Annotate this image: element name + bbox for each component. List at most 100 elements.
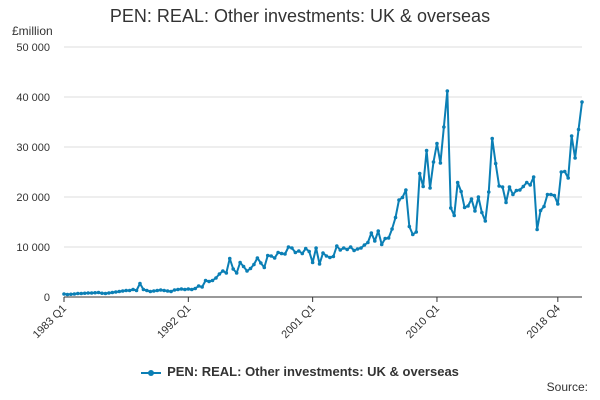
data-point [514, 188, 519, 193]
data-point [172, 288, 177, 292]
y-tick-label: 10 000 [16, 242, 50, 254]
data-point [107, 291, 111, 295]
data-point [341, 246, 346, 250]
data-point [283, 252, 287, 256]
data-point [511, 192, 515, 197]
data-point [127, 288, 132, 293]
y-tick-label: 20 000 [16, 192, 50, 204]
data-point [114, 290, 118, 294]
data-point [179, 287, 184, 291]
x-tick-label: 2001 Q1 [279, 303, 317, 341]
x-axis-ticks: 1983 Q1 1992 Q1 2001 Q1 2010 Q1 2018 Q4 [31, 297, 563, 341]
data-point [569, 134, 574, 138]
legend: PEN: REAL: Other investments: UK & overs… [0, 364, 600, 379]
data-point [234, 271, 239, 275]
data-point [245, 269, 249, 273]
data-point [573, 156, 577, 160]
data-point [317, 262, 322, 266]
data-point [110, 290, 115, 295]
data-point [100, 291, 104, 296]
data-point [169, 289, 173, 294]
data-point [521, 184, 526, 189]
data-point [176, 287, 180, 292]
data-point [293, 250, 298, 255]
data-point [321, 251, 325, 255]
data-point [145, 288, 149, 293]
data-point [117, 289, 122, 294]
data-point [421, 184, 425, 189]
data-point [62, 292, 66, 296]
data-point [238, 260, 242, 265]
data-point [272, 256, 277, 260]
data-point [338, 248, 343, 252]
data-point [89, 291, 94, 295]
data-point [390, 227, 394, 231]
data-point [314, 246, 318, 250]
data-point [507, 185, 512, 189]
data-point [252, 262, 256, 267]
data-point [138, 281, 142, 286]
data-point [535, 227, 539, 232]
data-point [69, 292, 73, 297]
data-point [303, 246, 308, 251]
data-point [369, 231, 374, 235]
x-tick-label: 2010 Q1 [404, 303, 442, 341]
data-point [189, 287, 194, 292]
data-point [376, 229, 381, 233]
data-point [93, 290, 97, 295]
data-point [203, 278, 208, 283]
data-point [476, 195, 481, 199]
data-point [331, 254, 336, 259]
data-point [214, 276, 218, 280]
data-point [328, 255, 332, 260]
data-point [134, 288, 139, 293]
data-point [424, 148, 429, 153]
data-point [162, 288, 166, 293]
data-point [442, 125, 446, 129]
data-point [445, 89, 450, 93]
data-point [348, 245, 353, 249]
y-tick-label: 40 000 [16, 92, 50, 104]
data-point [217, 272, 222, 276]
data-point [435, 141, 439, 146]
data-point [466, 204, 470, 208]
data-point [183, 287, 187, 292]
data-point [490, 136, 495, 141]
data-point [452, 213, 457, 218]
data-point [542, 204, 546, 209]
data-point [448, 206, 453, 210]
data-point [500, 185, 505, 189]
data-point [383, 236, 387, 241]
data-point [462, 205, 467, 210]
data-point [414, 230, 419, 234]
data-point [186, 287, 191, 291]
data-point [82, 291, 87, 296]
legend-label: PEN: REAL: Other investments: UK & overs… [167, 364, 459, 379]
data-point [459, 189, 463, 194]
data-point [393, 215, 398, 220]
data-point [255, 256, 260, 260]
data-point [524, 180, 529, 185]
legend-swatch [141, 368, 162, 378]
data-point [417, 171, 422, 176]
data-point [248, 266, 253, 271]
data-point [307, 249, 311, 254]
x-tick-label: 1983 Q1 [31, 303, 69, 341]
data-point [362, 243, 367, 247]
data-point [276, 250, 280, 255]
data-point [355, 247, 360, 251]
data-point [480, 210, 484, 215]
data-point [556, 202, 560, 206]
data-point [262, 265, 267, 270]
chart-title: PEN: REAL: Other investments: UK & overs… [109, 6, 491, 26]
data-point [231, 267, 236, 271]
data-point [493, 161, 498, 166]
data-point [483, 219, 488, 223]
data-point [335, 244, 339, 248]
data-point [538, 208, 543, 213]
x-tick-label: 2018 Q4 [525, 303, 563, 341]
data-point [148, 289, 153, 294]
data-point [200, 285, 204, 289]
x-tick-label: 1992 Q1 [155, 303, 193, 341]
